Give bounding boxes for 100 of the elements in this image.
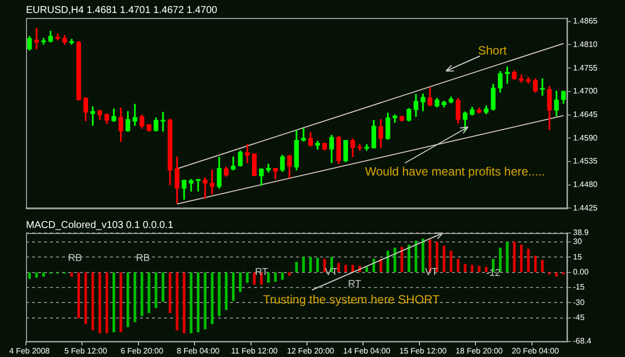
bar (176, 272, 178, 330)
x-tick-label: 6 Feb 20:00 (120, 346, 164, 356)
candlestick (301, 128, 306, 142)
bar (238, 272, 242, 292)
bar (316, 258, 319, 272)
bar (210, 272, 214, 324)
bar (218, 272, 221, 316)
annotation: Trusting the system here SHORT (263, 292, 440, 306)
bar (112, 272, 116, 332)
annotation: RT (348, 278, 362, 290)
bar (232, 272, 235, 301)
y-tick-label: 1.4425 (573, 203, 598, 212)
bar (105, 272, 108, 334)
bar (541, 260, 544, 272)
bar (442, 246, 446, 272)
bar (154, 272, 158, 308)
y-tick-label: 15 (573, 252, 582, 262)
bar (77, 272, 80, 318)
bar (98, 272, 102, 334)
x-tick-label: 12 Feb 20:00 (286, 346, 335, 356)
bar (84, 272, 88, 324)
bar (337, 262, 340, 272)
x-tick-label: 5 Feb 12:00 (64, 346, 108, 356)
annotation: RT (255, 266, 268, 278)
annotation: RB (68, 252, 82, 264)
bar (414, 240, 418, 272)
bar (422, 238, 424, 272)
bar (162, 272, 164, 302)
y-tick-label: 1.4755 (573, 63, 598, 72)
annotation: VT (425, 266, 438, 278)
y-tick-label: 0.00 (573, 268, 590, 276)
x-tick-label: 11 Feb 12:00 (231, 346, 278, 356)
bar (281, 272, 284, 280)
bar (534, 256, 537, 272)
annotation: RB (136, 252, 150, 264)
bar (456, 258, 460, 272)
bar (512, 242, 516, 272)
y-tick-label: -45 (573, 312, 586, 322)
bar (288, 272, 291, 276)
bar (506, 242, 509, 272)
bar (91, 272, 94, 330)
bar (309, 256, 312, 272)
bar (196, 272, 200, 332)
bar (394, 248, 396, 272)
bar (365, 266, 368, 272)
chart-title: MACD_Colored_v103 0.1 0.0.0.1 (26, 220, 174, 231)
bar (120, 272, 122, 332)
bar (555, 272, 558, 277)
bar (470, 264, 474, 272)
candlestick (34, 28, 39, 50)
bar (548, 272, 551, 275)
bar (246, 272, 249, 283)
bar (478, 266, 481, 272)
bar (224, 272, 228, 310)
bar (126, 272, 130, 328)
bar (520, 244, 523, 272)
candlestick (160, 112, 166, 132)
candlestick (41, 38, 46, 45)
x-tick-label: 20 Feb 04:00 (512, 346, 560, 356)
annotation: Short (478, 43, 508, 58)
y-tick-label: 30 (573, 237, 582, 246)
bar (295, 262, 298, 272)
bar (204, 272, 206, 330)
y-tick-label: 1.4480 (573, 180, 598, 190)
x-tick-label: 15 Feb 12:00 (399, 346, 448, 356)
y-tick-label: -68.4 (573, 336, 592, 346)
bar (527, 248, 530, 272)
y-tick-label: 1.4700 (573, 86, 598, 96)
y-tick-label: 1.4590 (573, 133, 598, 142)
bar (35, 272, 38, 278)
bar (42, 272, 45, 277)
x-tick-label: 4 Feb 2008 (9, 346, 50, 356)
bar (28, 272, 31, 279)
y-tick-label: -30 (573, 298, 586, 307)
annotation: Would have meant profits here..... (365, 164, 545, 178)
x-tick-label: 18 Feb 20:00 (456, 346, 504, 356)
y-tick-label: 1.4865 (573, 16, 598, 26)
bar (168, 272, 172, 314)
bar (267, 272, 270, 283)
bar (253, 272, 256, 285)
x-tick-label: 14 Feb 04:00 (343, 346, 391, 356)
bar (302, 256, 305, 272)
bar (464, 264, 466, 272)
y-tick-label: 1.4535 (573, 156, 598, 166)
x-tick-label: 8 Feb 04:00 (176, 346, 220, 356)
bar (562, 272, 565, 275)
bar (400, 246, 404, 272)
bar (344, 264, 348, 272)
chart-title: EURUSD,H4 1.4681 1.4701 1.4672 1.4700 (26, 4, 218, 16)
bar (182, 272, 186, 334)
bar (498, 248, 502, 272)
bar (148, 272, 150, 314)
bar (134, 272, 136, 322)
bar (140, 272, 144, 316)
y-tick-label: 1.4810 (573, 40, 598, 49)
bar (450, 250, 452, 272)
bar (436, 242, 438, 272)
bar (190, 272, 192, 334)
y-tick-label: -15 (573, 282, 586, 292)
y-tick-label: 1.4645 (573, 110, 598, 119)
